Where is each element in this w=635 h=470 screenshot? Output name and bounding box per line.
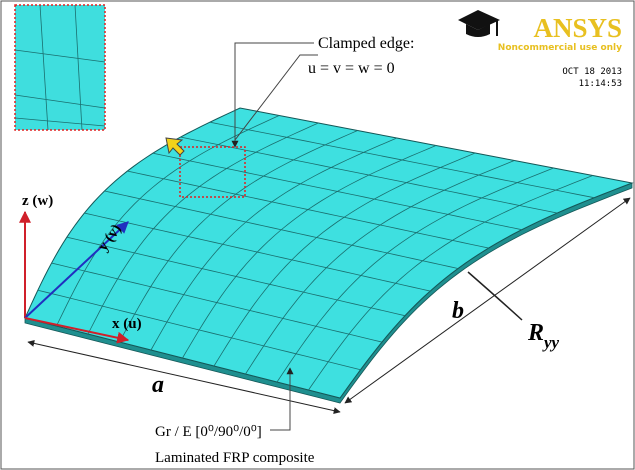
boundary-condition: u = v = w = 0 bbox=[308, 60, 395, 77]
inset bbox=[15, 5, 105, 130]
z-axis-label: z (w) bbox=[22, 193, 53, 209]
time: 11:14:53 bbox=[579, 79, 622, 89]
inset-fill bbox=[15, 5, 105, 130]
dimension-b-label: b bbox=[452, 298, 464, 324]
material-description: Laminated FRP composite bbox=[155, 450, 315, 466]
x-axis-label: x (u) bbox=[112, 316, 142, 332]
diagram: ANSYS Noncommercial use only OCT 18 2013… bbox=[0, 0, 635, 470]
date: OCT 18 2013 bbox=[562, 67, 622, 77]
radius-subscript: yy bbox=[542, 333, 560, 352]
layup: Gr / E [0⁰/90⁰/0⁰] bbox=[155, 424, 262, 440]
radius-symbol: R bbox=[527, 320, 544, 346]
dimension-a-label: a bbox=[152, 372, 164, 398]
logo-note: Noncommercial use only bbox=[498, 43, 622, 53]
boundary-title: Clamped edge: bbox=[318, 35, 414, 52]
logo-title: ANSYS bbox=[533, 13, 622, 43]
